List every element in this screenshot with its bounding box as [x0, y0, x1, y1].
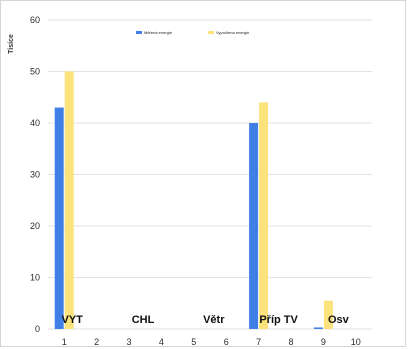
category-annotation: CHL	[132, 314, 155, 326]
x-tick-label: 2	[94, 337, 99, 347]
y-tick-label: 30	[30, 170, 40, 180]
legend: Měřená energie Vypočtená energie	[136, 30, 250, 35]
category-annotation: VYT	[61, 314, 83, 326]
bar-1	[313, 327, 323, 329]
bar-2	[259, 102, 269, 330]
bar-2	[323, 300, 333, 329]
legend-label: Měřená energie	[144, 30, 173, 35]
x-tick-label: 8	[288, 337, 293, 347]
category-annotations: VYT CHL Větr Příp TV Osv	[61, 314, 349, 326]
y-tick-label: 10	[30, 273, 40, 283]
y-tick-label: 20	[30, 221, 40, 231]
x-tick-label: 7	[256, 337, 261, 347]
y-tick-label: 40	[30, 118, 40, 128]
bar-2	[64, 71, 74, 329]
legend-swatch	[208, 31, 214, 34]
category-annotation: Větr	[203, 314, 225, 326]
x-tick-label: 4	[159, 337, 164, 347]
tick-labels: 0 10 20 30 40 50 60 1 2 3 4 5 6 7 8 9 10	[30, 15, 361, 347]
y-tick-label: 60	[30, 15, 40, 25]
y-tick-label: 0	[35, 324, 40, 334]
bar-1	[54, 107, 64, 329]
legend-swatch	[136, 31, 142, 34]
category-annotation: Příp TV	[259, 314, 298, 326]
x-tick-label: 5	[191, 337, 196, 347]
category-annotation: Osv	[328, 314, 350, 326]
gridlines	[48, 19, 372, 330]
x-tick-label: 1	[62, 337, 67, 347]
x-tick-label: 6	[224, 337, 229, 347]
x-tick-label: 10	[351, 337, 361, 347]
x-tick-label: 3	[126, 337, 131, 347]
bars	[54, 71, 333, 330]
y-axis-label: Tisíce	[8, 34, 15, 54]
bar-1	[249, 123, 259, 329]
y-tick-label: 50	[30, 67, 40, 77]
legend-label: Vypočtená energie	[216, 30, 250, 35]
x-tick-label: 9	[321, 337, 326, 347]
